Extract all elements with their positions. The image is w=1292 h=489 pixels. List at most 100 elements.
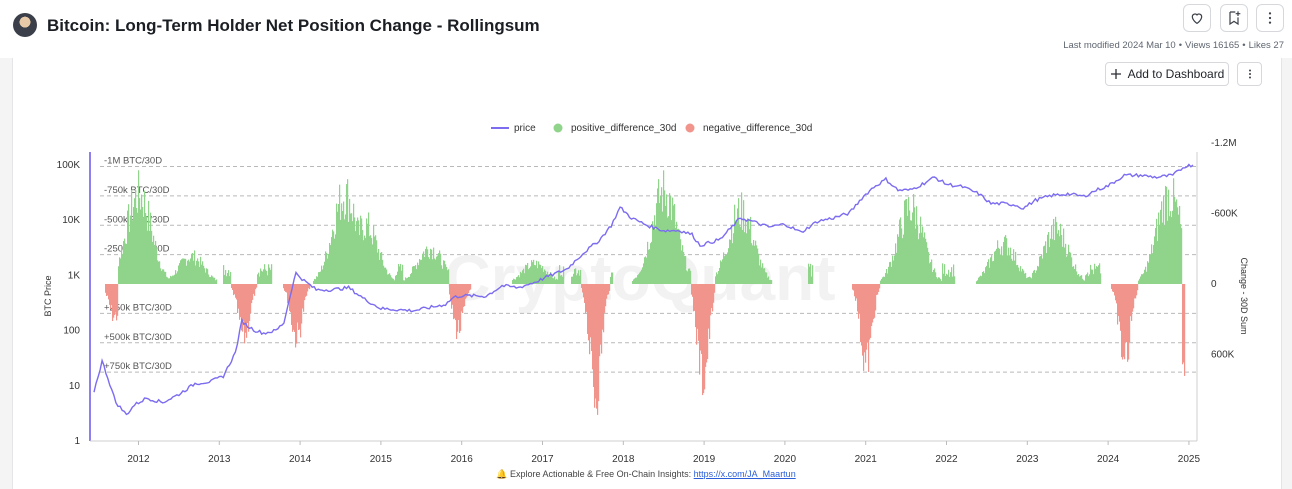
positive-bar (1027, 277, 1029, 284)
positive-bar (1140, 276, 1142, 284)
positive-bar (437, 255, 439, 284)
positive-bar (415, 265, 417, 284)
positive-bar (1072, 266, 1074, 284)
negative-bar (1129, 284, 1131, 343)
positive-bar (726, 255, 728, 284)
positive-bar (934, 268, 936, 284)
positive-bar (315, 279, 317, 284)
positive-bar (326, 252, 328, 284)
positive-bar (1059, 236, 1061, 284)
positive-bar (732, 243, 734, 284)
positive-bar (260, 268, 262, 284)
negative-bar (248, 284, 250, 332)
price-series-line (93, 163, 1194, 416)
positive-bar (900, 217, 902, 284)
positive-bar (580, 269, 582, 284)
positive-bar (1033, 270, 1035, 284)
positive-bar (1093, 274, 1095, 284)
positive-bar (931, 259, 933, 284)
positive-bar (563, 266, 565, 284)
positive-bar (384, 267, 386, 284)
positive-bar (1044, 245, 1046, 284)
positive-bar (270, 269, 272, 284)
positive-bar (895, 243, 897, 284)
positive-bar (1050, 238, 1052, 284)
negative-bar (710, 284, 712, 316)
positive-bar (439, 250, 441, 284)
positive-bar (1155, 228, 1157, 284)
positive-bar (520, 271, 522, 284)
positive-bar (1181, 228, 1183, 284)
positive-bar (1161, 201, 1163, 284)
negative-bar (283, 284, 285, 289)
positive-bar (431, 249, 433, 284)
positive-bar (559, 265, 561, 284)
positive-bar (1068, 244, 1070, 284)
positive-bar (377, 252, 379, 284)
negative-bar (458, 284, 460, 321)
positive-bar (886, 269, 888, 284)
negative-bar (1184, 284, 1186, 376)
positive-bar (156, 247, 158, 284)
positive-bar (211, 275, 213, 284)
positive-bar (1094, 263, 1096, 284)
legend-item-price[interactable]: price (491, 123, 536, 134)
negative-bar (115, 284, 117, 313)
positive-bar (1022, 268, 1024, 284)
positive-bar (212, 276, 214, 284)
positive-bar (1054, 240, 1056, 284)
legend-negative-label: negative_difference_30d (703, 123, 812, 134)
positive-bar (1069, 251, 1071, 284)
positive-bar (328, 253, 330, 284)
negative-bar (243, 284, 245, 321)
positive-bar (159, 261, 161, 284)
positive-bar (541, 268, 543, 284)
positive-bar (528, 269, 530, 284)
negative-bar (592, 284, 594, 370)
positive-bar (811, 276, 813, 284)
positive-bar (1025, 272, 1027, 284)
positive-bar (952, 276, 954, 284)
positive-bar (348, 221, 350, 284)
positive-bar (399, 266, 401, 284)
positive-bar (389, 273, 391, 284)
positive-bar (770, 279, 772, 284)
positive-bar (645, 256, 647, 284)
positive-bar (749, 229, 751, 284)
negative-bar (306, 284, 308, 296)
positive-bar (659, 203, 661, 284)
positive-bar (1139, 278, 1141, 284)
footer-link[interactable]: https://x.com/JA_Maartun (693, 469, 796, 479)
positive-bar (257, 274, 259, 284)
legend-item-positive[interactable]: positive_difference_30d (553, 123, 677, 134)
positive-bar (927, 247, 929, 284)
like-button[interactable] (1183, 4, 1211, 32)
positive-bar (655, 229, 657, 284)
positive-bar (1096, 266, 1098, 284)
legend-item-negative[interactable]: negative_difference_30d (685, 123, 813, 134)
positive-bar (184, 258, 186, 284)
positive-bar (129, 231, 131, 284)
positive-bar (410, 274, 412, 284)
positive-bar (642, 267, 644, 284)
positive-bar (337, 211, 339, 284)
negative-bar (247, 284, 249, 324)
bookmark-button[interactable] (1220, 4, 1248, 32)
positive-bar (1011, 258, 1013, 284)
negative-bar (457, 284, 459, 332)
positive-bar (383, 265, 385, 284)
more-options-button[interactable] (1256, 4, 1284, 32)
positive-bar (1023, 270, 1025, 284)
positive-bar (1080, 275, 1082, 284)
positive-bar (637, 275, 639, 284)
positive-bar (178, 265, 180, 284)
positive-bar (929, 263, 931, 284)
chart-more-button[interactable] (1237, 62, 1262, 86)
avatar[interactable] (13, 13, 37, 37)
positive-bar (986, 265, 988, 284)
positive-bar (208, 274, 210, 284)
add-to-dashboard-button[interactable]: Add to Dashboard (1105, 62, 1229, 86)
positive-bar (185, 258, 187, 284)
positive-bar (352, 221, 354, 284)
positive-bar (881, 278, 883, 284)
